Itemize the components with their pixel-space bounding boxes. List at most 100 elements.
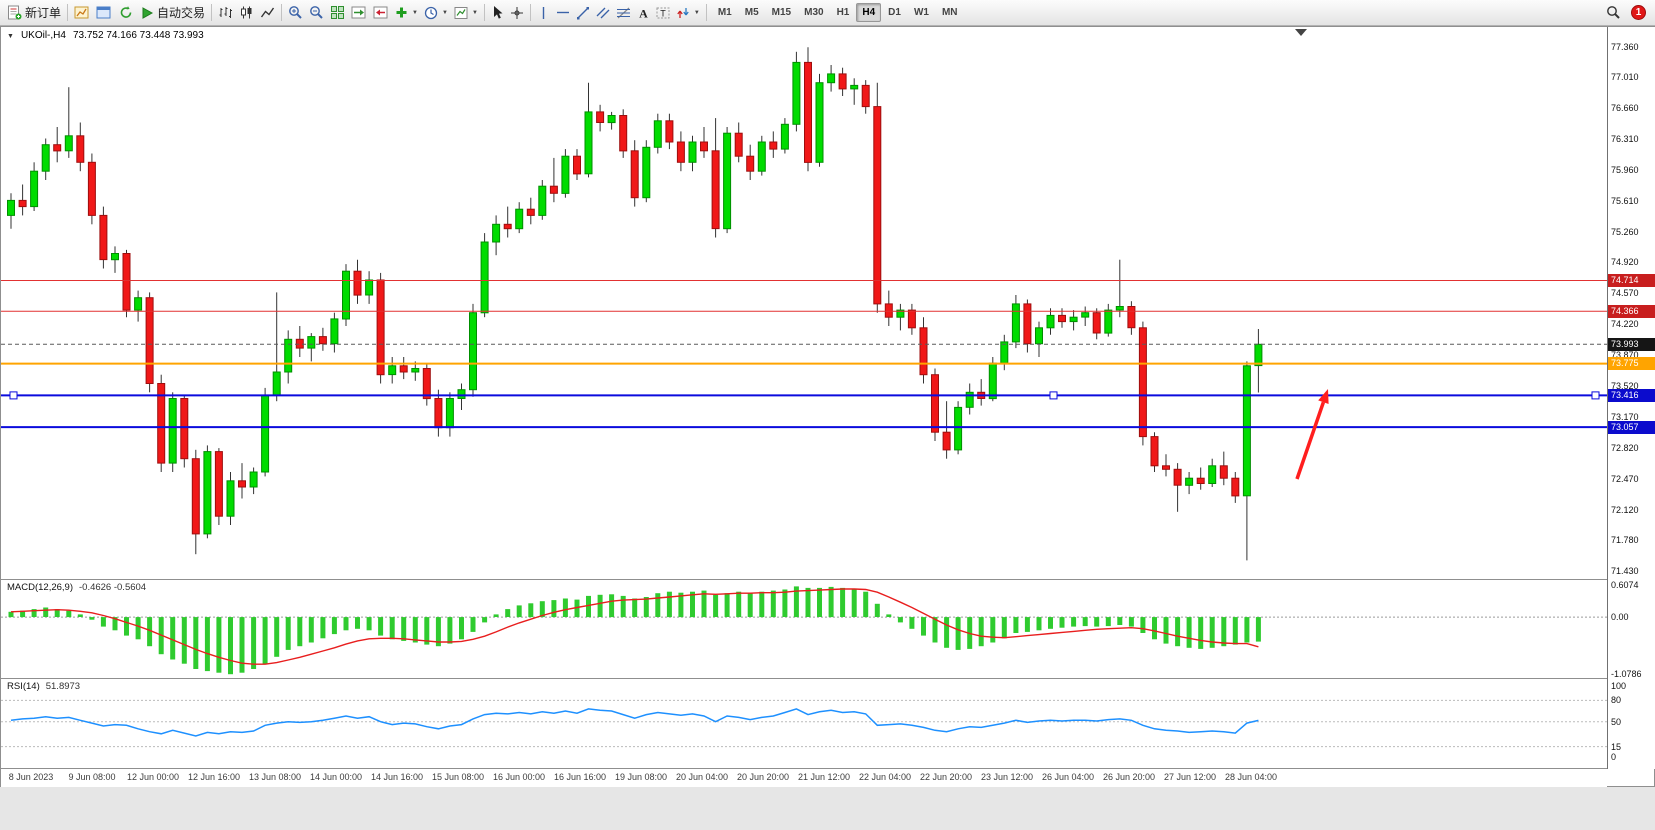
indicators-button[interactable]: ▼ xyxy=(392,2,421,24)
macd-bar xyxy=(343,617,349,631)
crosshair-button[interactable] xyxy=(507,2,527,24)
fibonacci-button[interactable] xyxy=(613,2,634,24)
timeframe-w1[interactable]: W1 xyxy=(913,7,929,18)
line-chart-button[interactable] xyxy=(257,2,278,24)
trendline-button[interactable] xyxy=(573,2,593,24)
profiles-button[interactable] xyxy=(93,2,115,24)
candle-body xyxy=(988,362,997,400)
horizontal-line-button[interactable] xyxy=(553,2,573,24)
vertical-line-button[interactable] xyxy=(534,2,553,24)
macd-bar xyxy=(193,617,199,669)
price-tick: 74.220 xyxy=(1611,319,1639,330)
rsi-line xyxy=(10,708,1259,737)
panel-splitter[interactable] xyxy=(1,579,1607,580)
price-tick: 73.170 xyxy=(1611,412,1639,423)
candle-body xyxy=(284,338,293,373)
cycle-icon xyxy=(120,6,132,18)
macd-bar xyxy=(355,617,360,629)
new-order-icon xyxy=(8,5,22,20)
tile-windows-button[interactable] xyxy=(327,2,348,24)
clock-icon xyxy=(424,6,438,19)
main-chart[interactable] xyxy=(1,27,1607,579)
price-axis[interactable]: 77.360 77.010 76.660 76.310 75.960 75.610 75.2… xyxy=(1607,27,1655,769)
zoom-out-button[interactable] xyxy=(306,2,327,24)
candle-body xyxy=(538,185,547,216)
macd-bar xyxy=(539,601,545,618)
macd-bar xyxy=(366,617,372,631)
price-tick: 76.660 xyxy=(1611,103,1639,114)
candle-body xyxy=(711,150,720,230)
candle-body xyxy=(1023,303,1032,345)
timeframe-m1[interactable]: M1 xyxy=(717,7,732,18)
candle-body xyxy=(561,155,570,194)
price-tick: 74.570 xyxy=(1611,288,1639,299)
macd-bar xyxy=(1001,617,1007,639)
date-axis[interactable]: 8 Jun 2023 9 Jun 08:00 12 Jun 00:00 12 Jun … xyxy=(1,769,1607,787)
timeframe-mn[interactable]: MN xyxy=(941,7,958,18)
auto-scroll-button[interactable] xyxy=(348,2,370,24)
arrows-icon xyxy=(677,7,689,18)
macd-bar xyxy=(89,617,95,620)
chart-shift-button[interactable] xyxy=(370,2,392,24)
templates-button[interactable]: ▼ xyxy=(451,2,481,24)
date-label: 8 Jun 2023 xyxy=(8,772,54,782)
macd-panel[interactable] xyxy=(1,580,1607,678)
chart-menu-icon[interactable]: ▼ xyxy=(7,33,14,40)
cursor-button[interactable] xyxy=(488,2,507,24)
refresh-button[interactable] xyxy=(115,2,137,24)
macd-bar xyxy=(562,598,568,617)
notification-badge[interactable]: 1 xyxy=(1631,5,1646,20)
chart-shift-icon xyxy=(373,6,388,19)
zoom-in-button[interactable] xyxy=(285,2,306,24)
new-order-label: 新订单 xyxy=(25,6,62,20)
candle-body xyxy=(515,208,524,230)
text-button[interactable]: A xyxy=(634,2,653,24)
line-handle[interactable] xyxy=(9,391,18,400)
macd-tick: 0.6074 xyxy=(1611,579,1639,590)
timeframe-m15[interactable]: M15 xyxy=(771,7,792,18)
macd-bar xyxy=(493,614,499,617)
candle-body xyxy=(1150,436,1159,467)
macd-bar xyxy=(632,598,638,617)
timeframe-m30[interactable]: M30 xyxy=(804,7,824,18)
candle-body xyxy=(746,155,755,172)
chevron-down-icon: ▼ xyxy=(693,9,700,16)
svg-text:T: T xyxy=(660,8,666,18)
line-handle[interactable] xyxy=(1591,391,1600,400)
date-label: 13 Jun 08:00 xyxy=(248,772,302,782)
candle-body xyxy=(30,170,39,208)
arrows-button[interactable]: ▼ xyxy=(673,2,703,24)
macd-bar xyxy=(586,595,591,618)
candle-body xyxy=(422,368,431,400)
macd-bar xyxy=(978,617,984,647)
periods-button[interactable]: ▼ xyxy=(421,2,451,24)
equidistant-channel-button[interactable] xyxy=(593,2,613,24)
timeframe-d1[interactable]: D1 xyxy=(888,7,901,18)
search-button[interactable] xyxy=(1603,2,1624,24)
chart-ohlc: 73.752 74.166 73.448 73.993 xyxy=(72,30,204,41)
autotrading-button[interactable]: 自动交易 xyxy=(137,2,208,24)
candle-body xyxy=(1011,303,1020,343)
bar-chart-button[interactable] xyxy=(215,2,236,24)
timeframe-h4[interactable]: H4 xyxy=(856,3,882,22)
macd-bar xyxy=(609,594,615,618)
rsi-label: RSI(14) xyxy=(7,681,40,692)
panel-splitter[interactable] xyxy=(1,678,1607,679)
arrow-annotation[interactable] xyxy=(1295,401,1326,480)
text-label-button[interactable]: T xyxy=(653,2,673,24)
macd-bar xyxy=(678,592,684,618)
chart-area[interactable]: ▼ UKOil-,H4 73.752 74.166 73.448 73.993 … xyxy=(0,26,1655,787)
candle-body xyxy=(226,480,235,517)
new-chart-button[interactable] xyxy=(71,2,93,24)
timeframe-h1[interactable]: H1 xyxy=(836,7,850,18)
rsi-panel[interactable] xyxy=(1,679,1607,768)
rsi-tick: 100 xyxy=(1611,681,1627,692)
panel-splitter[interactable] xyxy=(1,768,1607,769)
timeframe-m5[interactable]: M5 xyxy=(744,7,759,18)
vertical-line-icon xyxy=(542,6,545,19)
timeframe-group: M1 M5 M15 M30 H1 H4 D1 W1 MN xyxy=(712,3,964,22)
line-handle[interactable] xyxy=(1049,391,1058,400)
macd-bar xyxy=(412,617,418,643)
new-order-button[interactable]: 新订单 xyxy=(4,2,64,24)
candlestick-chart-button[interactable] xyxy=(236,2,257,24)
